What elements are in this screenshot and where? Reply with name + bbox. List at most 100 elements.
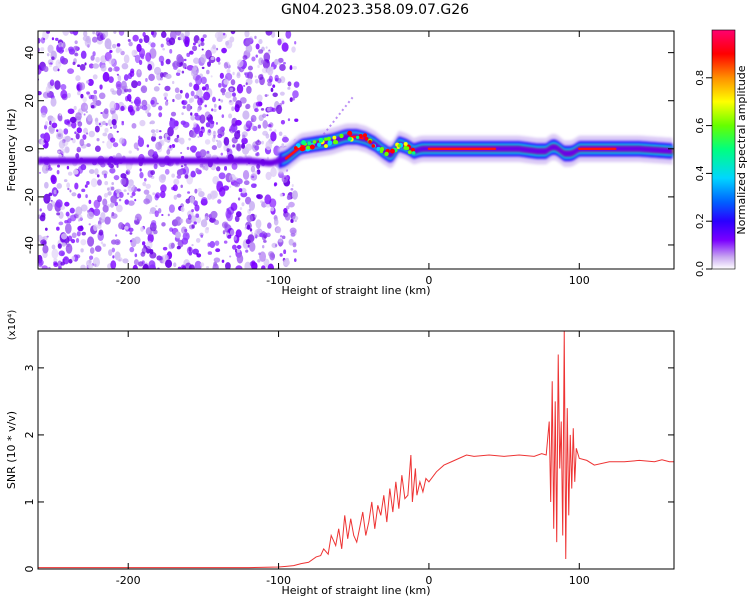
noise-speck: [245, 82, 248, 86]
noise-speck: [80, 50, 87, 59]
noise-speck: [75, 75, 81, 82]
heatmap-y-tick-label: 0: [23, 145, 36, 152]
noise-speck: [257, 64, 260, 69]
noise-speck: [49, 63, 52, 68]
noise-speck: [200, 41, 205, 47]
noise-speck: [102, 132, 108, 137]
ridge-blob: [371, 144, 376, 148]
snr-y-tick-label: 2: [23, 431, 36, 438]
noise-speck: [225, 72, 233, 81]
noise-speck: [222, 230, 226, 235]
noise-speck: [227, 234, 232, 239]
noise-speck: [96, 32, 104, 42]
noise-speck: [113, 66, 120, 72]
noise-speck: [48, 192, 53, 197]
noise-speck: [176, 174, 182, 179]
noise-speck: [110, 126, 113, 129]
noise-speck: [274, 58, 279, 66]
noise-speck: [164, 168, 170, 175]
noise-speck: [77, 214, 83, 221]
noise-speck: [86, 80, 90, 84]
noise-speck: [128, 227, 134, 232]
noise-speck: [205, 49, 212, 60]
noise-speck: [246, 224, 251, 230]
ridge-blob: [355, 135, 360, 140]
noise-speck: [60, 89, 68, 99]
noise-speck: [55, 37, 59, 42]
noise-speck: [54, 80, 61, 90]
noise-speck: [53, 258, 58, 262]
noise-speck: [290, 232, 296, 237]
heatmap-y-tick-label: -20: [23, 188, 36, 206]
noise-speck: [209, 240, 216, 248]
noise-speck: [267, 50, 272, 54]
colorbar-tick-label: 0.6: [695, 118, 706, 134]
noise-speck: [231, 137, 238, 144]
noise-speck: [75, 133, 80, 140]
noise-speck: [133, 259, 139, 266]
noise-speck: [274, 129, 277, 133]
snr-y-tick-label: 3: [23, 364, 36, 371]
noise-speck: [76, 231, 81, 237]
noise-speck: [136, 43, 142, 53]
noise-speck: [194, 115, 202, 121]
noise-speck: [131, 191, 136, 197]
noise-speck: [96, 174, 100, 178]
noise-speck: [70, 239, 76, 244]
noise-speck: [53, 189, 57, 195]
noise-speck: [269, 128, 272, 132]
noise-speck: [270, 167, 277, 178]
noise-speck: [190, 112, 193, 116]
noise-speck: [247, 234, 255, 243]
noise-speck: [236, 244, 242, 250]
noise-speck: [236, 253, 244, 264]
noise-speck: [237, 197, 241, 201]
noise-speck: [254, 75, 257, 78]
noise-speck: [226, 211, 233, 222]
noise-speck: [74, 40, 78, 45]
noise-speck: [236, 59, 244, 68]
noise-speck: [245, 249, 249, 253]
noise-speck: [75, 206, 83, 216]
noise-speck: [107, 191, 112, 196]
noise-speck: [40, 47, 45, 52]
noise-speck: [241, 137, 248, 145]
colorbar-tick-label: 0.2: [695, 213, 706, 229]
noise-speck: [230, 229, 235, 236]
noise-speck: [116, 43, 121, 47]
noise-speck: [205, 153, 212, 159]
noise-speck: [223, 62, 229, 69]
noise-speck: [94, 168, 99, 175]
noise-speck: [92, 51, 96, 57]
noise-speck: [158, 83, 161, 86]
noise-speck: [267, 66, 274, 76]
ridge-blob: [332, 135, 337, 140]
noise-speck: [275, 243, 278, 247]
noise-speck: [193, 94, 199, 99]
noise-speck: [161, 222, 166, 227]
noise-speck: [168, 204, 175, 213]
heatmap-x-tick-label: 100: [569, 274, 590, 287]
noise-speck: [102, 243, 106, 247]
noise-speck: [89, 247, 95, 254]
snr-frame: [37, 330, 675, 570]
noise-speck: [154, 210, 159, 218]
noise-speck: [121, 63, 129, 70]
noise-speck: [138, 59, 143, 66]
noise-speck: [43, 139, 46, 143]
snr-y-tick-label: 0: [23, 566, 36, 573]
noise-speck: [158, 55, 165, 63]
noise-speck: [194, 260, 202, 269]
noise-speck: [213, 108, 217, 113]
noise-speck: [150, 42, 156, 48]
noise-speck: [244, 31, 250, 38]
noise-speck: [294, 258, 297, 262]
noise-speck: [158, 130, 162, 133]
noise-speck: [143, 35, 150, 43]
noise-speck: [228, 173, 236, 182]
noise-speck: [159, 77, 163, 81]
noise-speck: [94, 145, 101, 152]
noise-speck: [148, 73, 155, 82]
noise-speck: [97, 195, 102, 203]
noise-speck: [56, 132, 64, 140]
